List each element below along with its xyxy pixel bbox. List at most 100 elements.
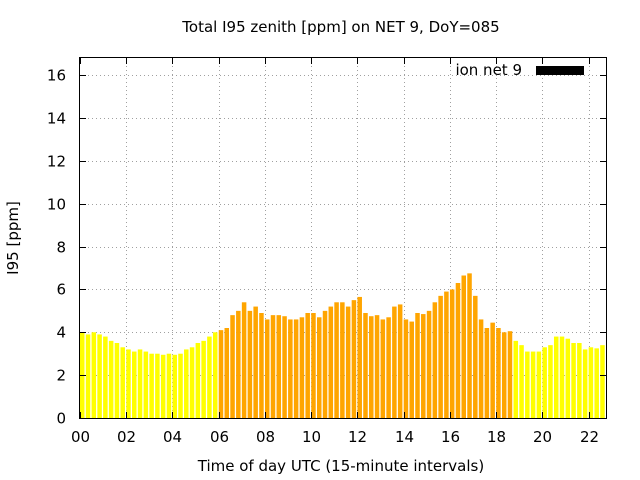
bar <box>155 353 160 418</box>
bar <box>473 295 478 418</box>
bar <box>184 349 189 418</box>
bar <box>264 319 270 418</box>
bar <box>85 334 91 418</box>
bar <box>542 347 547 418</box>
bar <box>126 349 131 418</box>
bar <box>288 319 293 418</box>
bar <box>293 319 299 418</box>
bar <box>432 302 438 418</box>
bar <box>559 336 565 418</box>
plot-frame <box>79 57 607 419</box>
legend-swatch <box>536 66 584 75</box>
bar <box>444 291 449 418</box>
bar <box>328 306 334 418</box>
bar <box>230 315 235 418</box>
bar <box>357 296 362 418</box>
bar <box>218 330 224 418</box>
bar <box>571 343 576 418</box>
bar <box>577 343 582 418</box>
bar <box>409 321 414 418</box>
x-tick-label: 14 <box>395 428 414 446</box>
bars <box>80 273 605 418</box>
bar <box>340 302 345 418</box>
bar <box>530 351 536 418</box>
bar <box>426 310 432 418</box>
bar <box>461 275 466 418</box>
bar <box>132 351 137 418</box>
bar <box>351 300 357 418</box>
y-tick-label: 2 <box>56 367 66 385</box>
y-tick-label: 10 <box>47 196 66 214</box>
bar <box>276 315 282 418</box>
bar <box>160 354 166 418</box>
bar <box>484 328 490 418</box>
bar <box>421 314 426 418</box>
bar <box>582 349 588 418</box>
x-tick-label: 18 <box>487 428 506 446</box>
bar <box>247 310 253 418</box>
bar <box>600 345 605 418</box>
x-tick-label: 06 <box>210 428 229 446</box>
y-tick-labels: 0 2 4 6 8 10 12 14 16 <box>47 67 66 428</box>
bar <box>536 351 542 418</box>
x-axis-title: Time of day UTC (15-minute intervals) <box>197 457 484 475</box>
bar <box>178 353 183 418</box>
bar <box>513 340 519 418</box>
bar <box>259 313 264 418</box>
bar <box>103 336 108 418</box>
bar <box>363 313 368 418</box>
bar <box>478 319 484 418</box>
bar <box>137 349 143 418</box>
bar <box>91 332 97 418</box>
y-tick-label: 4 <box>56 324 66 342</box>
bar <box>236 310 241 418</box>
bar <box>207 336 212 418</box>
bar <box>322 310 328 418</box>
bar <box>299 317 305 418</box>
bar <box>189 347 195 418</box>
x-tick-label: 08 <box>256 428 275 446</box>
x-tick-label: 02 <box>117 428 136 446</box>
bar <box>120 347 125 418</box>
bar <box>316 317 322 418</box>
bar <box>114 343 120 418</box>
bar <box>143 351 149 418</box>
bar <box>311 313 316 418</box>
chart-title: Total I95 zenith [ppm] on NET 9, DoY=085 <box>181 18 499 36</box>
bar <box>195 343 201 418</box>
bar <box>270 315 276 418</box>
bar <box>449 289 455 418</box>
bar <box>501 332 507 418</box>
axis-ticks <box>80 58 606 419</box>
bar <box>380 319 386 418</box>
y-tick-label: 8 <box>56 239 66 257</box>
bar <box>519 345 524 418</box>
bar <box>594 348 599 418</box>
bar <box>369 316 374 418</box>
bar <box>507 331 513 418</box>
bar <box>374 315 380 418</box>
bar <box>403 319 409 418</box>
x-tick-label: 10 <box>302 428 321 446</box>
bar <box>565 338 571 418</box>
y-axis-title: I95 [ppm] <box>4 201 22 275</box>
bar <box>97 334 102 418</box>
bar <box>212 332 218 418</box>
bar <box>392 306 397 418</box>
bar <box>438 295 443 418</box>
bar <box>201 340 206 418</box>
bar <box>253 306 258 418</box>
bar <box>397 304 403 418</box>
x-tick-label: 20 <box>533 428 552 446</box>
legend-label: ion net 9 <box>455 61 522 79</box>
bar <box>386 317 391 418</box>
bar <box>166 353 172 418</box>
bar <box>172 354 177 418</box>
bar <box>525 351 530 418</box>
bar <box>548 345 553 418</box>
x-tick-label: 16 <box>441 428 460 446</box>
x-tick-labels: 00 02 04 06 08 10 12 14 16 18 20 22 <box>71 428 599 446</box>
x-tick-label: 00 <box>71 428 90 446</box>
y-tick-label: 16 <box>47 67 66 85</box>
legend: ion net 9 <box>455 61 584 79</box>
